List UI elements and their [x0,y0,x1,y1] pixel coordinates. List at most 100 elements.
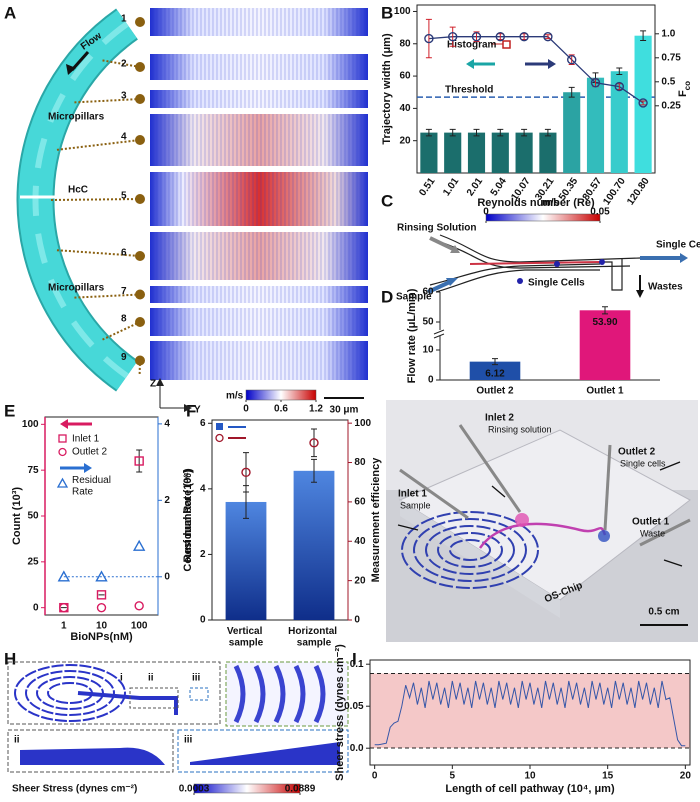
micropillars-label: Micropillars [48,112,105,123]
bar [586,77,605,173]
label: Outlet 2 [618,447,656,458]
marker [132,539,146,551]
tick-label: 0 [33,602,39,613]
row-marker [135,194,145,204]
label: Single Cells [656,240,700,251]
legend-label: Inlet 1 [72,434,100,445]
connector [50,198,141,201]
tick-label: 100 [354,418,371,429]
marker [309,438,319,448]
error-bar [640,100,647,106]
legend-marker [502,40,511,49]
tick-label: 10 [422,345,434,356]
row-label: 9 [121,352,127,363]
channel [18,10,137,390]
panel-label: H [4,649,16,668]
marker [241,467,251,478]
hcc-label: HcC [68,185,88,196]
row-label: 8 [121,314,127,325]
tick-label: 60 [399,71,411,82]
line [374,680,686,747]
flow-arrowhead [66,64,76,75]
legend-label: Outlet 2 [72,447,107,458]
micropillar-band [32,21,129,379]
legend-marker [56,477,69,488]
tick-label: 20 [680,771,692,782]
channel-diagram [16,8,139,392]
bar [579,310,631,380]
tick-label: 0.05 [344,701,364,712]
marker [543,31,553,42]
error-bar [544,34,551,40]
x-axis-label: Reynolds number (Re) [477,197,595,209]
row-marker [135,251,145,261]
marker [134,601,144,611]
marker [424,33,434,44]
error-bar [425,128,432,137]
tick-label: 0.75 [661,52,681,63]
axis-break [435,330,445,336]
tick-label: 0.0 [350,743,364,754]
tick-label: 80 [354,457,366,468]
value-label: 6.12 [485,368,505,379]
row-marker [135,62,145,72]
colorbar-tick-label: 1.2 [309,404,323,415]
inset-label: ii [14,735,20,746]
marker [95,570,108,582]
tick-label: 75 [27,465,39,476]
error-bar [473,31,480,42]
legend-marker [58,434,67,443]
axis-icon [156,378,192,412]
marker [96,602,107,613]
marker [567,55,577,65]
flow-vectors [150,286,368,303]
x-tick-label: Vertical sample [227,626,265,649]
tick-label: 10 [524,771,536,782]
bar [491,132,509,173]
band [370,673,690,748]
tick-label: 40 [399,103,411,114]
x-tick-label: Horizontal sample [288,626,340,649]
colorbar-tick-label: 0.0003 [179,784,210,795]
tick-label: 50 [422,317,434,328]
tick-label: 0.5 [661,76,675,87]
bar [515,132,533,173]
connector [102,321,141,341]
flow-vectors [150,232,368,280]
colorbar-unit: m/s [226,391,244,402]
row-marker [135,355,145,366]
legend-marker [58,447,67,457]
axis-break [433,329,445,335]
flow-vectors [150,8,368,36]
label: Single Cells [528,278,585,289]
tick-label: 80 [399,38,411,49]
row-marker [135,289,145,300]
row-marker [135,135,145,145]
marker [590,78,601,88]
tick-label: 60 [354,497,366,508]
legend-arrows [60,419,92,473]
colorbar-tick-label: 0.05 [590,207,610,218]
tick-label: 0 [200,615,206,626]
marker [96,590,107,600]
panel-label: B [381,3,393,22]
flow-fields: 1 2 3 4 5 6 7 8 9 [50,8,368,380]
marker [471,31,482,42]
tick-label: 15 [602,771,614,782]
tick-label: 60 [422,287,434,298]
flow-vectors [150,308,368,336]
panel-label: E [4,401,15,420]
tick-label: 25 [27,556,39,567]
colorbar-tick-label: 0 [243,404,249,415]
line [428,36,644,104]
threshold-label: Threshold [445,85,493,96]
bar [469,361,521,380]
panel-label: F [186,401,196,420]
tick-label: 100 [22,419,39,430]
tick-label: 0 [372,771,378,782]
error-bar [449,128,456,137]
connector [74,293,141,299]
inset-label: ii [148,673,154,684]
bar [467,132,486,173]
row-label: 3 [121,91,127,102]
